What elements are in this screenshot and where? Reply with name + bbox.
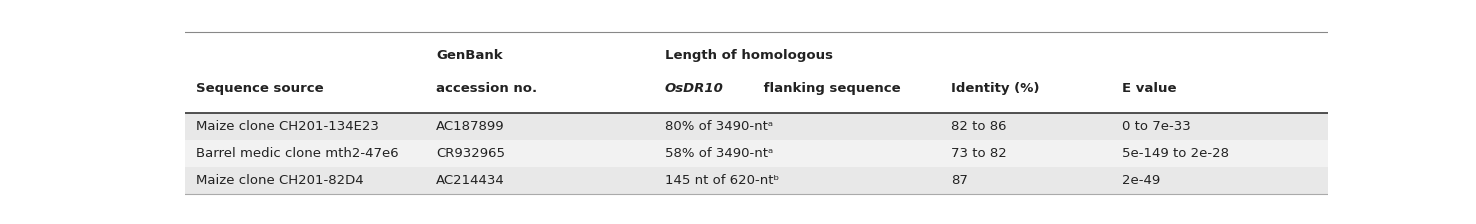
Text: AC214434: AC214434 (437, 174, 505, 187)
Text: Barrel medic clone mth2-47e6: Barrel medic clone mth2-47e6 (196, 147, 399, 160)
Text: E value: E value (1123, 82, 1176, 95)
Text: Maize clone CH201-134E23: Maize clone CH201-134E23 (196, 120, 379, 133)
Text: 145 nt of 620-ntᵇ: 145 nt of 620-ntᵇ (666, 174, 779, 187)
Text: 2e-49: 2e-49 (1123, 174, 1160, 187)
Text: Sequence source: Sequence source (196, 82, 323, 95)
Text: 87: 87 (951, 174, 968, 187)
Text: 82 to 86: 82 to 86 (951, 120, 1007, 133)
Bar (184, 140, 1328, 167)
Text: 80% of 3490-ntᵃ: 80% of 3490-ntᵃ (666, 120, 773, 133)
Text: 73 to 82: 73 to 82 (951, 147, 1007, 160)
Text: 58% of 3490-ntᵃ: 58% of 3490-ntᵃ (666, 147, 773, 160)
Text: Identity (%): Identity (%) (951, 82, 1039, 95)
Text: Length of homologous: Length of homologous (666, 49, 832, 62)
Text: 0 to 7e-33: 0 to 7e-33 (1123, 120, 1191, 133)
Text: Maize clone CH201-82D4: Maize clone CH201-82D4 (196, 174, 363, 187)
Text: OsDR10: OsDR10 (666, 82, 723, 95)
Text: GenBank: GenBank (437, 49, 503, 62)
Text: AC187899: AC187899 (437, 120, 505, 133)
Bar (184, 167, 1328, 194)
Bar (184, 113, 1328, 140)
Text: flanking sequence: flanking sequence (759, 82, 900, 95)
Text: accession no.: accession no. (437, 82, 537, 95)
Text: 5e-149 to 2e-28: 5e-149 to 2e-28 (1123, 147, 1230, 160)
Text: CR932965: CR932965 (437, 147, 505, 160)
